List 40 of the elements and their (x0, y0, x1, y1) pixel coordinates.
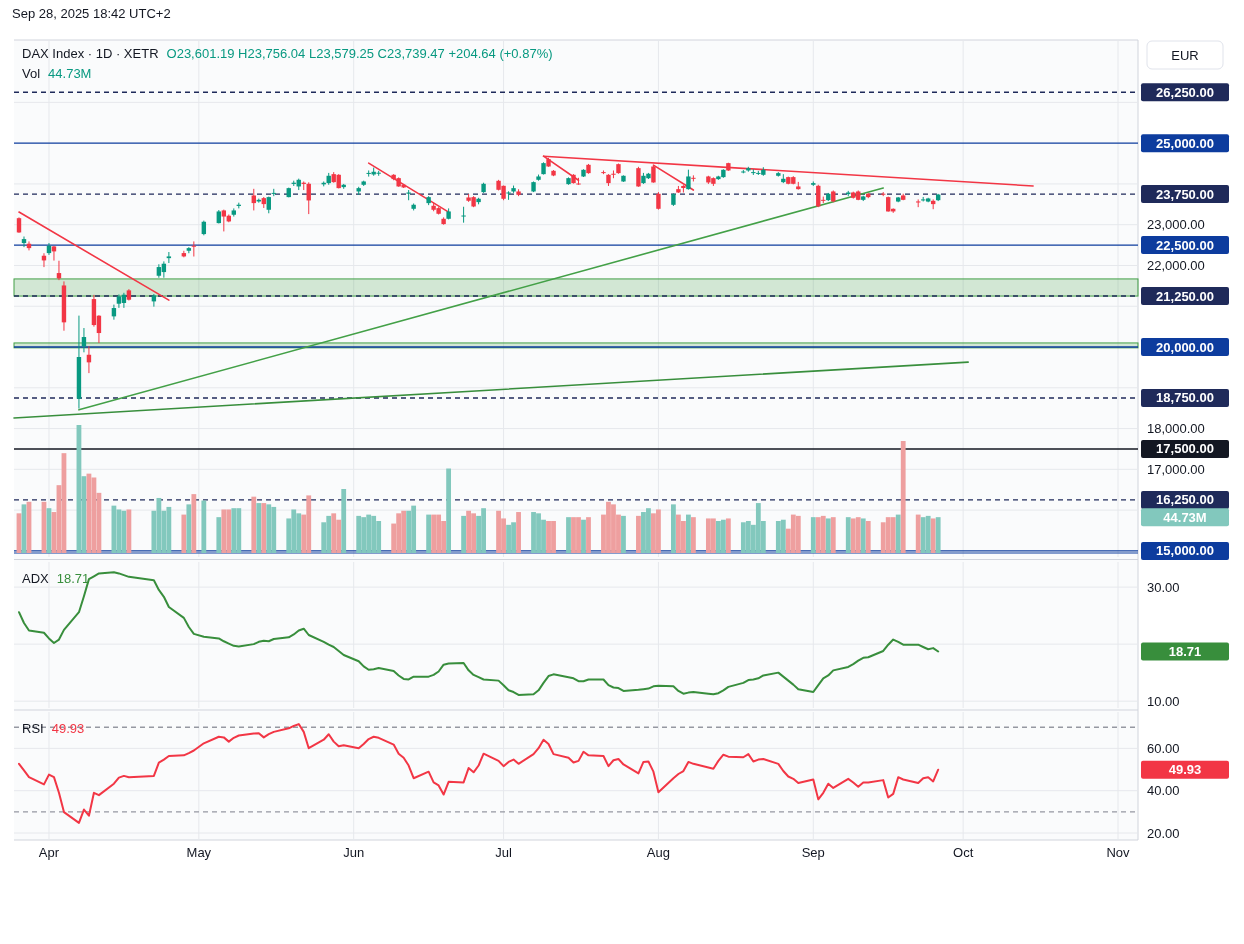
x-tick-label: Jun (343, 845, 365, 860)
x-tick-label: Jul (495, 845, 512, 860)
text: 49.93 (51, 721, 85, 736)
chart-subtitle: 44.73M (48, 66, 92, 81)
y-tick-label: 30.00 (1147, 579, 1180, 595)
text: Sep 28, 2025 18:42 UTC+2 (12, 6, 171, 21)
ref-line-label: 17,500.00 (1156, 441, 1214, 457)
ref-line-label: 22,500.00 (1156, 237, 1214, 253)
y-tick-label: 23,000.00 (1147, 217, 1205, 233)
x-tick-label: Apr (38, 845, 60, 860)
text: 18.71 (56, 571, 90, 586)
y-tick-label: 17,000.00 (1147, 461, 1205, 477)
ref-line-label: 23,750.00 (1156, 186, 1214, 202)
ref-line-label: 21,250.00 (1156, 288, 1214, 304)
y-tick-label: 60.00 (1147, 740, 1180, 756)
text: RSI (22, 721, 44, 736)
y-tick-label: 20.00 (1147, 825, 1180, 841)
ref-line-label: 15,000.00 (1156, 543, 1214, 559)
y-tick-label: 22,000.00 (1147, 257, 1205, 273)
y-tick-label: 40.00 (1147, 783, 1180, 799)
x-tick-label: Nov (1106, 845, 1131, 860)
text: DAX Index · 1D · XETR (22, 46, 159, 61)
text: 49.93 (1168, 762, 1202, 778)
text: ADX (22, 571, 49, 586)
ref-line-label: 26,250.00 (1156, 84, 1214, 100)
y-tick-label: 18,000.00 (1147, 421, 1205, 437)
text: 18.71 (1168, 643, 1202, 659)
y-tick-label: 10.00 (1147, 693, 1180, 709)
ref-line-label: 25,000.00 (1156, 135, 1214, 151)
ref-line-label: 20,000.00 (1156, 339, 1214, 355)
x-tick-label: Oct (953, 845, 974, 860)
x-tick-label: May (186, 845, 212, 860)
text: EUR (1171, 47, 1199, 63)
text: 44.73M (1163, 509, 1207, 525)
ref-line-label: 16,250.00 (1156, 492, 1214, 508)
text: O23,601.19 H23,756.04 L23,579.25 C23,739.47 +204.64 (+0.87%) (166, 46, 553, 61)
chart-title: Vol (22, 66, 41, 81)
ref-line-label: 18,750.00 (1156, 390, 1214, 406)
x-tick-label: Aug (646, 845, 670, 860)
x-tick-label: Sep (801, 845, 825, 860)
